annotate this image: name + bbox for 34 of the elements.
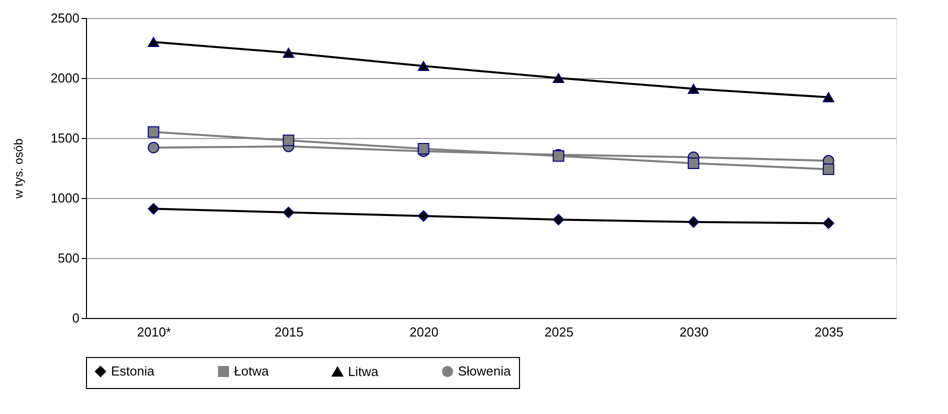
point [552,72,564,84]
point [688,216,700,228]
x-tick-label: 2015 [274,324,304,340]
x-tick-label: 2010* [137,324,171,340]
legend-label: Słowenia [458,364,512,379]
point [822,163,834,175]
x-tick-label: 2035 [814,324,844,340]
point [148,36,160,48]
y-tick-label: 0 [72,310,80,326]
y-tick-label: 1000 [50,190,80,206]
point [148,126,160,138]
y-tick-label: 2000 [50,70,80,86]
point [282,48,294,58]
point [688,157,700,169]
point [822,92,834,102]
point [282,206,294,218]
y-tick-label: 1500 [50,130,80,146]
y-tick-label: 2500 [50,10,80,26]
point [148,203,160,215]
point [552,214,564,226]
point [418,210,430,222]
x-tick-label: 2020 [410,324,438,340]
legend-label: Estonia [111,364,156,379]
x-tick-label: 2030 [680,324,708,340]
point [148,142,160,154]
legend-label: Łotwa [234,364,270,379]
point [822,217,834,229]
point [418,60,430,72]
y-axis-title: w tys. osób [12,138,26,200]
legend-label: Litwa [348,364,380,379]
y-tick-label: 500 [58,250,80,266]
point [688,84,700,94]
x-tick-label: 2025 [544,324,574,340]
point [282,134,294,146]
